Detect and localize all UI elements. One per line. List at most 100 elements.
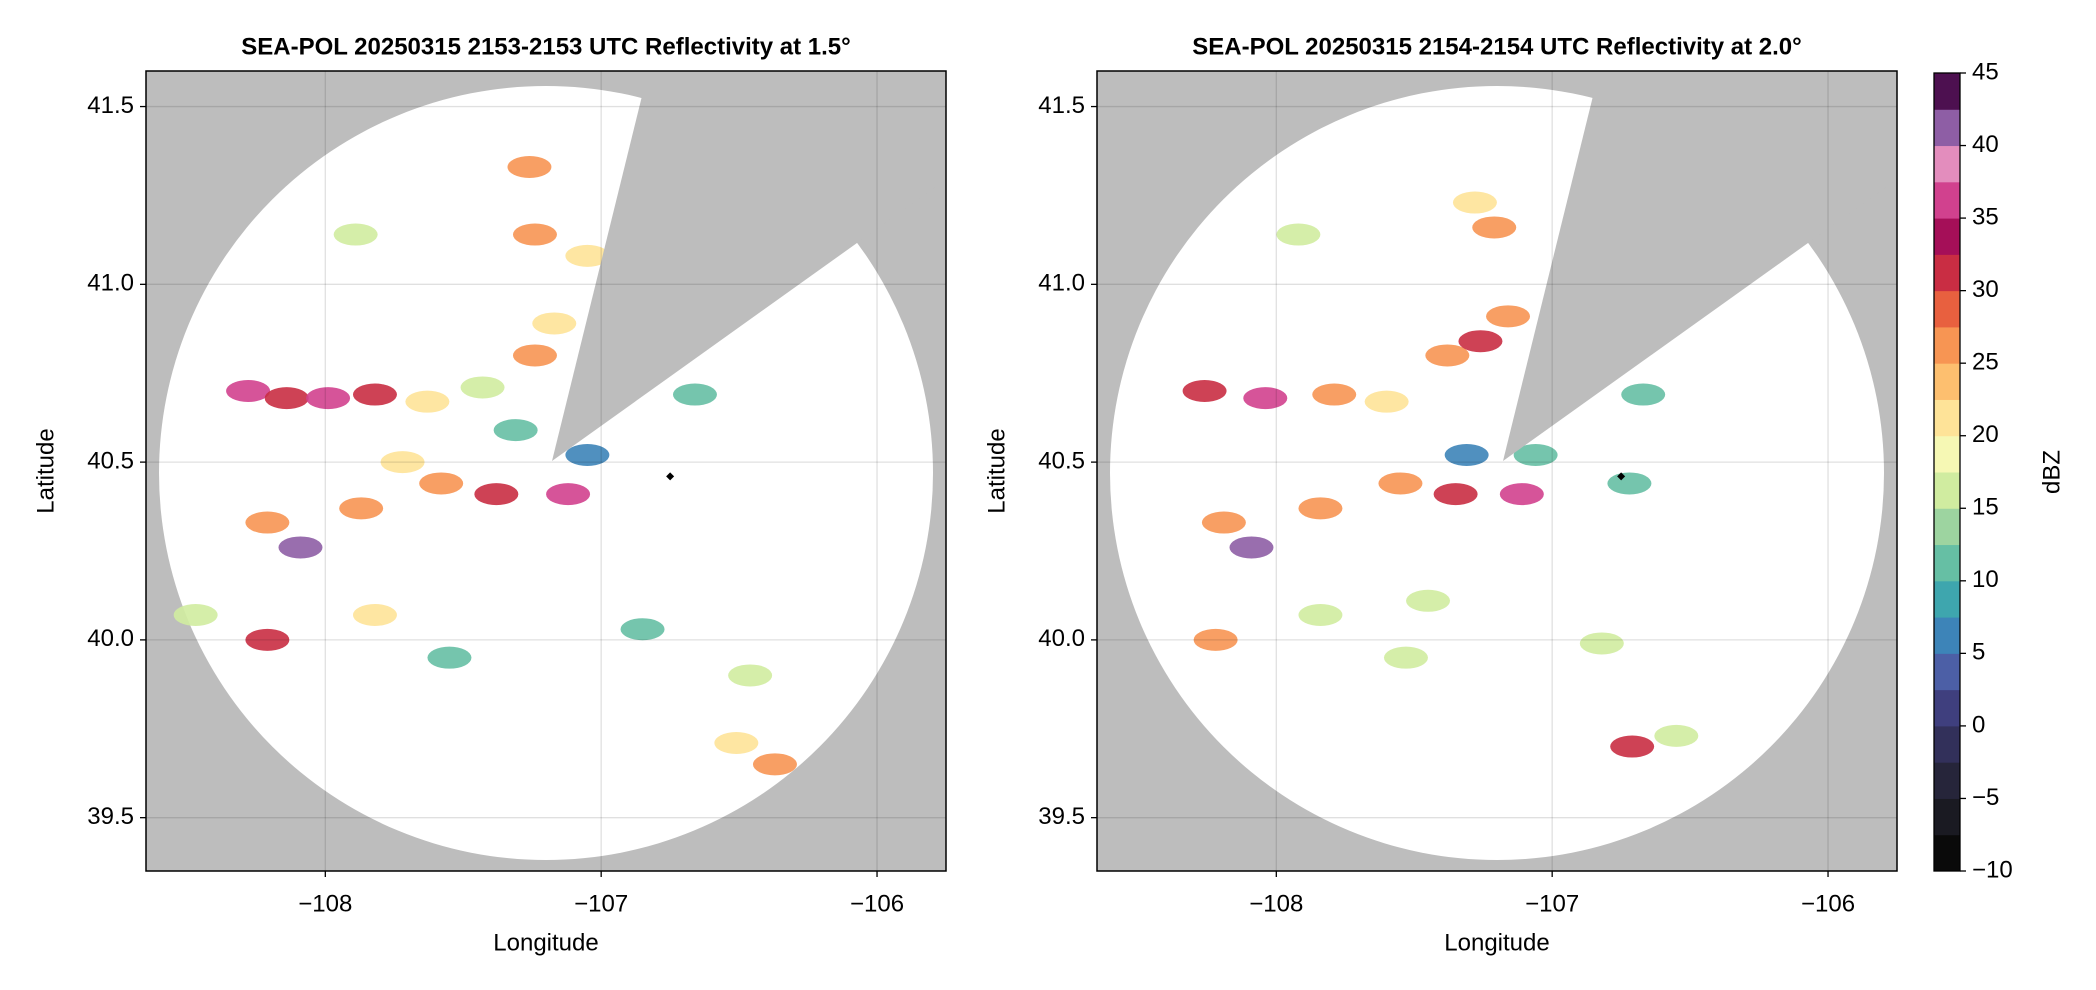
colorbar-tick-label: 15 (1972, 494, 1999, 521)
echo (493, 419, 538, 442)
echo (264, 387, 309, 410)
colorbar-band (1934, 145, 1960, 183)
echo (714, 732, 759, 754)
echo (1433, 483, 1478, 506)
y-tick-label: 41.0 (1038, 270, 1085, 297)
colorbar-band (1934, 290, 1960, 328)
colorbar-band (1934, 254, 1960, 292)
echo (1654, 724, 1699, 747)
echo (333, 223, 378, 246)
echo (352, 604, 397, 626)
echo (1472, 216, 1517, 239)
echo (1298, 604, 1343, 626)
colorbar-band (1934, 508, 1960, 546)
plot-frame (1096, 70, 1898, 872)
y-tick-label: 40.0 (1038, 625, 1085, 652)
echo (620, 618, 665, 641)
colorbar-tick-label: 45 (1972, 58, 1999, 85)
colorbar-band (1934, 617, 1960, 654)
colorbar-label: dBZ (2038, 450, 2065, 494)
echo (427, 646, 472, 669)
echo (1193, 628, 1238, 651)
echo (226, 380, 271, 402)
echo (339, 497, 384, 520)
y-tick-label: 40.5 (87, 447, 134, 474)
colorbar-band (1934, 544, 1960, 582)
colorbar-band (1934, 218, 1960, 255)
echo (752, 753, 797, 776)
echo (1425, 344, 1470, 367)
colorbar-tick-label: 0 (1972, 711, 1985, 738)
echo (1513, 444, 1558, 466)
colorbar-band (1934, 472, 1960, 509)
echo (546, 483, 591, 506)
colorbar-tick-label: 10 (1972, 566, 1999, 593)
x-tick-label: −107 (1525, 890, 1579, 917)
echo (1579, 632, 1624, 655)
x-tick-label: −106 (1801, 890, 1855, 917)
colorbar-band (1934, 73, 1960, 110)
y-tick-label: 40.5 (1038, 447, 1085, 474)
x-axis-label: Longitude (493, 929, 598, 956)
echo (1458, 330, 1503, 353)
echo (380, 451, 425, 474)
colorbar-band (1934, 834, 1960, 872)
echo (1621, 383, 1666, 406)
colorbar-tick-label: 30 (1972, 276, 1999, 303)
echo (512, 223, 557, 246)
echo (1452, 191, 1497, 214)
chart-title: SEA-POL 20250315 2153-2153 UTC Reflectiv… (241, 33, 850, 60)
plot-frame (145, 70, 947, 872)
colorbar-band (1934, 762, 1960, 799)
echo (1444, 444, 1489, 466)
echo (565, 444, 610, 466)
plot-area (146, 71, 946, 871)
y-tick-label: 40.0 (87, 625, 134, 652)
echo (532, 312, 577, 335)
echo (352, 383, 397, 406)
echo (1243, 387, 1288, 410)
colorbar-band (1934, 181, 1960, 219)
colorbar-tick-label: 40 (1972, 131, 1999, 158)
echo (460, 376, 505, 399)
echo (405, 390, 450, 413)
echo (419, 472, 464, 495)
chart-title: SEA-POL 20250315 2154-2154 UTC Reflectiv… (1192, 33, 1801, 60)
echo (278, 536, 323, 559)
echo (1378, 472, 1423, 495)
echo (507, 156, 552, 178)
site-marker (1617, 472, 1626, 481)
echo (245, 511, 290, 534)
y-axis-label: Latitude (983, 428, 1010, 513)
x-tick-label: −106 (850, 890, 904, 917)
echo (1298, 497, 1343, 520)
colorbar-band (1934, 580, 1960, 618)
echo (1406, 589, 1451, 612)
colorbar-band (1934, 399, 1960, 437)
colorbar-tick-label: −10 (1972, 856, 2013, 883)
y-tick-label: 41.5 (87, 92, 134, 119)
x-tick-label: −108 (298, 890, 352, 917)
y-tick-label: 41.5 (1038, 92, 1085, 119)
colorbar-tick-label: 35 (1972, 203, 1999, 230)
echo (1201, 511, 1246, 534)
colorbar-band (1934, 689, 1960, 727)
echo (565, 244, 610, 267)
site-marker (666, 472, 675, 481)
y-tick-label: 41.0 (87, 270, 134, 297)
colorbar-band (1934, 798, 1960, 836)
echo (1383, 646, 1428, 669)
echo (1610, 735, 1655, 758)
echo (1276, 223, 1321, 246)
echo (672, 383, 717, 406)
echo (306, 387, 351, 410)
echo (1486, 305, 1531, 328)
echo (1364, 390, 1409, 413)
colorbar-band (1934, 725, 1960, 763)
y-tick-label: 39.5 (87, 803, 134, 830)
y-axis-label: Latitude (32, 428, 59, 513)
blocked-sector (552, 71, 946, 461)
colorbar-tick-label: −5 (1972, 784, 1999, 811)
